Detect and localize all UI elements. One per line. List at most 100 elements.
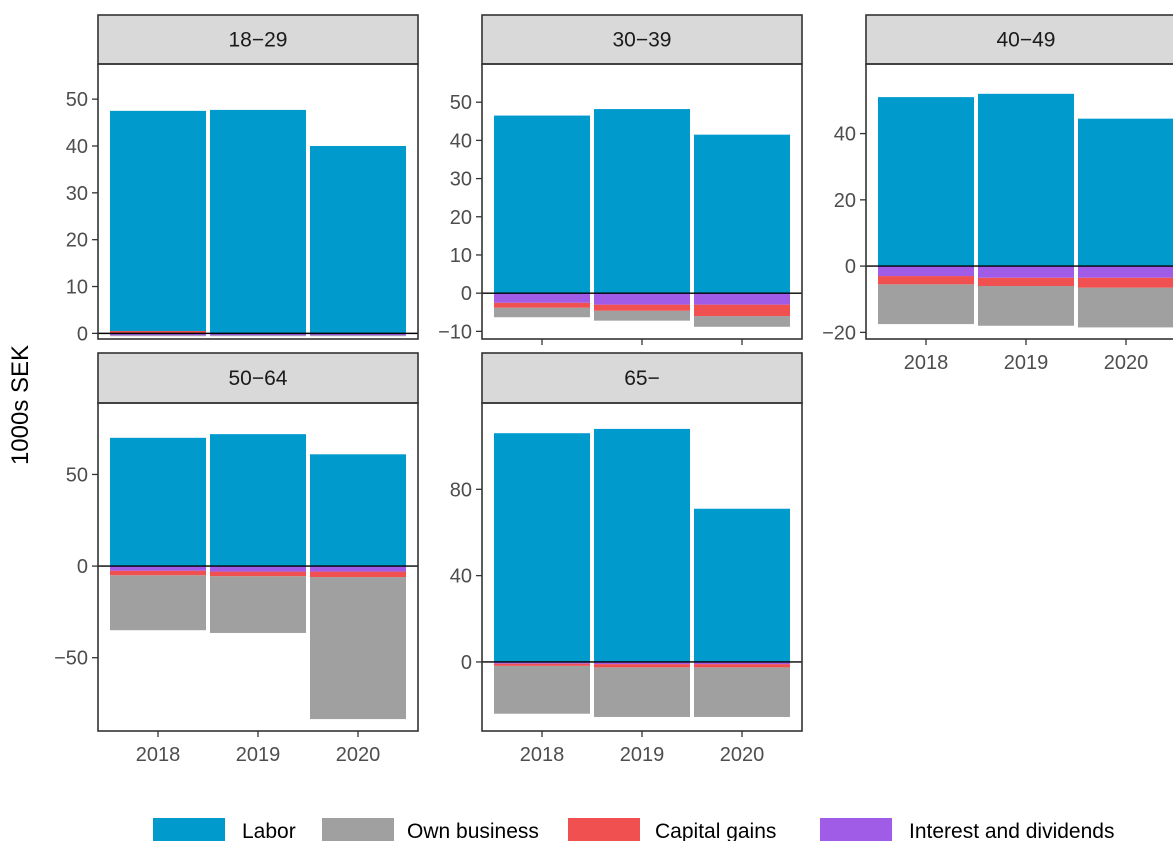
- bar-labor-2020: [694, 508, 790, 662]
- bar-labor-2020: [310, 454, 406, 567]
- bar-interest-and-dividends-2020: [694, 293, 790, 305]
- bar-own-business-2018: [494, 665, 590, 714]
- legend-swatch: [153, 818, 225, 841]
- y-tick-label: 40: [450, 566, 472, 588]
- bar-interest-and-dividends-2018: [110, 566, 206, 571]
- bar-capital-gains-2018: [494, 663, 590, 666]
- y-tick-label: 20: [834, 190, 856, 212]
- y-tick-label: −50: [54, 648, 88, 670]
- x-tick-label: 2018: [136, 744, 181, 766]
- bar-interest-and-dividends-2018: [494, 293, 590, 303]
- bar-capital-gains-2019: [210, 571, 306, 577]
- bar-interest-and-dividends-2018: [878, 266, 974, 277]
- bar-interest-and-dividends-2020: [310, 566, 406, 572]
- panels: 18−29 0 10 20 30 40 50 30−39 −10 0 10 20 30 40 50 2018 2…: [54, 14, 1173, 766]
- y-tick-label: 50: [450, 92, 472, 114]
- legend-label: Labor: [242, 820, 296, 841]
- bar-capital-gains-2018: [110, 331, 206, 334]
- bar-own-business-2019: [210, 335, 306, 337]
- y-tick-label: 0: [77, 323, 88, 345]
- facet-strip-label: 40−49: [997, 29, 1056, 52]
- facet-strip: [481, 14, 803, 65]
- bar-interest-and-dividends-2019: [210, 333, 306, 336]
- y-axis-title: 1000s SEK: [7, 345, 34, 465]
- y-tick-label: 20: [450, 207, 472, 229]
- y-tick-label: 0: [845, 256, 856, 278]
- y-tick-label: 40: [834, 124, 856, 146]
- facet-strip: [97, 14, 419, 65]
- bar-own-business-2019: [210, 576, 306, 633]
- bar-labor-2018: [110, 437, 206, 567]
- panel-18-29: 18−29 0 10 20 30 40 50: [66, 14, 419, 345]
- bar-labor-2019: [210, 434, 306, 567]
- panel-border: [865, 63, 1173, 340]
- y-tick-label: 50: [66, 89, 88, 111]
- facet-strip-label: 30−39: [613, 29, 672, 52]
- panel-border: [481, 402, 803, 732]
- y-tick-label: 50: [66, 464, 88, 486]
- bar-own-business-2018: [878, 284, 974, 325]
- legend-item-interest-and-dividends: Interest and dividends: [820, 818, 1114, 841]
- y-tick-label: 0: [461, 283, 472, 305]
- y-tick-label: 10: [66, 277, 88, 299]
- x-tick-label: 2019: [620, 744, 665, 766]
- bar-capital-gains-2019: [594, 304, 690, 311]
- bar-capital-gains-2020: [694, 304, 790, 317]
- bar-interest-and-dividends-2020: [1078, 266, 1173, 278]
- x-tick-label: 2018: [520, 744, 565, 766]
- panel-border: [97, 402, 419, 732]
- legend-swatch: [568, 818, 640, 841]
- facet-strip-label: 50−64: [229, 367, 288, 390]
- legend: Labor Own business Capital gains Interest a…: [153, 818, 1114, 841]
- facet-strip: [97, 352, 419, 404]
- bar-interest-and-dividends-2019: [594, 661, 690, 665]
- bar-interest-and-dividends-2020: [694, 661, 790, 665]
- legend-label: Own business: [407, 820, 539, 841]
- y-tick-label: 10: [450, 245, 472, 267]
- legend-label: Interest and dividends: [909, 820, 1114, 841]
- y-tick-label: 40: [450, 130, 472, 152]
- legend-swatch: [820, 818, 892, 841]
- bar-labor-2018: [494, 433, 590, 662]
- x-tick-label: 2020: [720, 744, 765, 766]
- bar-capital-gains-2018: [878, 276, 974, 285]
- x-tick-label: 2020: [336, 744, 381, 766]
- bar-capital-gains-2018: [110, 570, 206, 576]
- y-tick-label: 40: [66, 136, 88, 158]
- legend-swatch: [322, 818, 394, 841]
- bar-own-business-2020: [694, 316, 790, 327]
- y-tick-label: −10: [438, 321, 472, 343]
- bar-own-business-2018: [494, 307, 590, 318]
- bar-own-business-2020: [310, 577, 406, 720]
- x-tick-label: 2019: [236, 744, 281, 766]
- bar-interest-and-dividends-2018: [110, 333, 206, 336]
- panel-border: [97, 63, 419, 340]
- bar-labor-2019: [210, 109, 306, 334]
- panel-30-39: 30−39−1001020304050201820192020: [438, 14, 803, 374]
- facet-strip-label: 65−: [624, 367, 660, 390]
- bar-own-business-2020: [694, 667, 790, 717]
- x-tick-label: 2019: [1004, 352, 1049, 374]
- bar-own-business-2019: [978, 285, 1074, 326]
- panel-border: [481, 63, 803, 340]
- bar-interest-and-dividends-2019: [594, 293, 690, 305]
- legend-item-capital-gains: Capital gains: [568, 818, 776, 841]
- facet-strip-label: 18−29: [229, 29, 288, 52]
- bar-capital-gains-2020: [1078, 277, 1173, 288]
- y-tick-label: −20: [822, 322, 856, 344]
- bar-own-business-2019: [594, 667, 690, 717]
- bar-interest-and-dividends-2020: [310, 333, 406, 336]
- bar-interest-and-dividends-2018: [494, 661, 590, 664]
- bar-labor-2020: [694, 134, 790, 294]
- bar-capital-gains-2018: [494, 302, 590, 308]
- bar-own-business-2019: [594, 310, 690, 321]
- bar-own-business-2020: [1078, 287, 1173, 328]
- panel-50-64: 50−64 −50 0 50 2018 2019 2020: [54, 352, 419, 766]
- bar-labor-2018: [494, 115, 590, 294]
- facet-strip: [481, 352, 803, 404]
- panel-65: 65− 0 40 80 2018 2019 2020: [450, 352, 803, 766]
- x-tick-label: 2020: [1104, 352, 1149, 374]
- bar-labor-2018: [878, 97, 974, 267]
- y-tick-label: 0: [77, 556, 88, 578]
